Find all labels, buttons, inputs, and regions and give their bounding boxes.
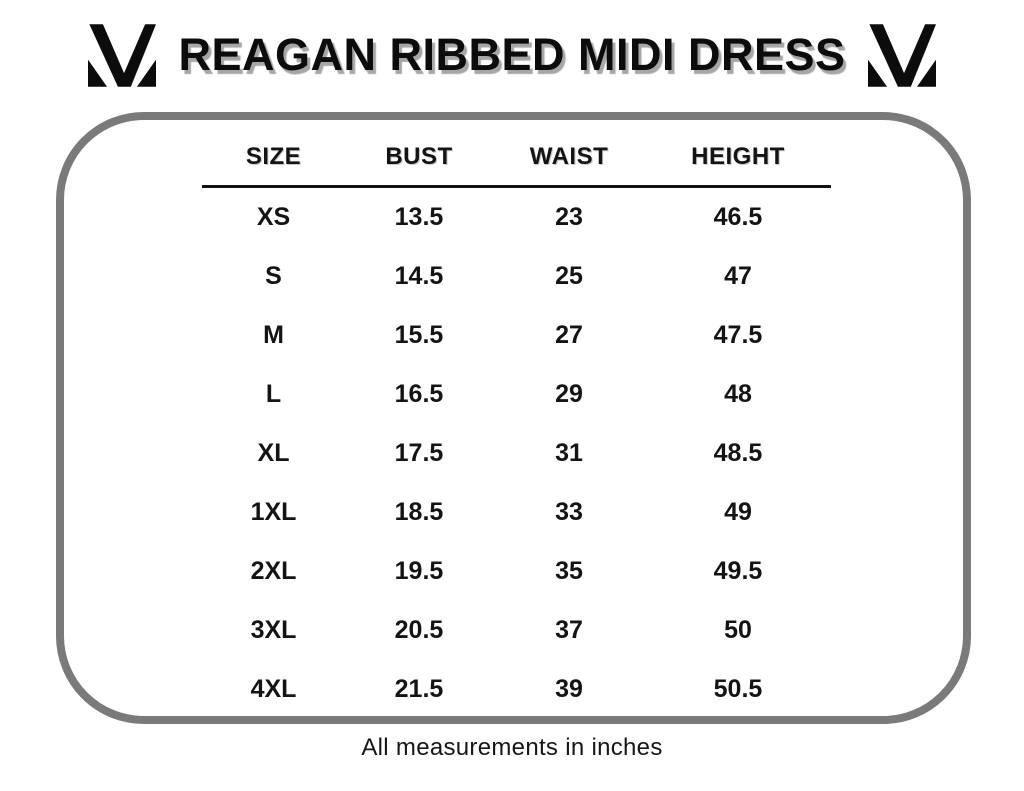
table-cell: XS [256,203,291,231]
table-cell: 47.5 [713,321,763,349]
table-row: S 14.5 25 47 [202,247,831,306]
table-cell: 25 [555,262,583,290]
table-cell: 39 [555,675,583,703]
table-cell: 31 [555,439,583,467]
column-header-waist: WAIST [529,142,609,170]
table-cell: 14.5 [394,262,444,290]
table-cell: 46.5 [713,203,763,231]
table-row: 3XL 20.5 37 50 [202,601,831,660]
table-cell: 15.5 [394,321,444,349]
header-divider [202,185,831,188]
table-row: M 15.5 27 47.5 [202,306,831,365]
table-row: L 16.5 29 48 [202,365,831,424]
page-title: REAGAN RIBBED MIDI DRESS [178,29,846,80]
table-cell: 27 [555,321,583,349]
table-cell: 18.5 [394,498,444,526]
table-cell: 35 [555,557,583,585]
size-chart-table: SIZE BUST WAIST HEIGHT XS 13.5 23 46.5 S 14.5… [202,128,831,719]
table-cell: 29 [555,380,583,408]
table-cell: 33 [555,498,583,526]
table-cell: 3XL [250,616,297,644]
table-cell: 2XL [250,557,297,585]
table-cell: 23 [555,203,583,231]
table-cell: 50.5 [713,675,763,703]
table-cell: 49.5 [713,557,763,585]
header: REAGAN RIBBED MIDI DRESS [0,12,1024,98]
table-cell: 1XL [250,498,297,526]
table-row: 4XL 21.5 39 50.5 [202,660,831,719]
column-header-height: HEIGHT [691,142,785,170]
table-cell: 20.5 [394,616,444,644]
column-header-size: SIZE [245,142,302,170]
table-cell: 37 [555,616,583,644]
table-row: XL 17.5 31 48.5 [202,424,831,483]
table-cell: M [263,321,284,349]
table-cell: 21.5 [394,675,444,703]
table-cell: L [265,380,282,408]
size-table-body: XS 13.5 23 46.5 S 14.5 25 47 M 15.5 27 47.5 L 16.5 29 4… [202,188,831,719]
size-chart-panel [56,112,971,724]
table-cell: 16.5 [394,380,444,408]
table-cell: 17.5 [394,439,444,467]
table-cell: 4XL [250,675,297,703]
table-cell: 48 [724,380,752,408]
table-cell: 50 [724,616,752,644]
column-header-bust: BUST [385,142,453,170]
brand-logo-left-icon [88,23,157,87]
table-row: 1XL 18.5 33 49 [202,483,831,542]
footer-note: All measurements in inches [361,734,663,761]
table-cell: 49 [724,498,752,526]
table-header-row: SIZE BUST WAIST HEIGHT [202,128,831,185]
table-cell: XL [257,439,290,467]
table-cell: 47 [724,262,752,290]
table-row: XS 13.5 23 46.5 [202,188,831,247]
table-cell: 19.5 [394,557,444,585]
table-cell: 48.5 [713,439,763,467]
brand-logo-right-icon [867,23,936,87]
table-cell: S [265,262,282,290]
table-row: 2XL 19.5 35 49.5 [202,542,831,601]
table-cell: 13.5 [394,203,444,231]
